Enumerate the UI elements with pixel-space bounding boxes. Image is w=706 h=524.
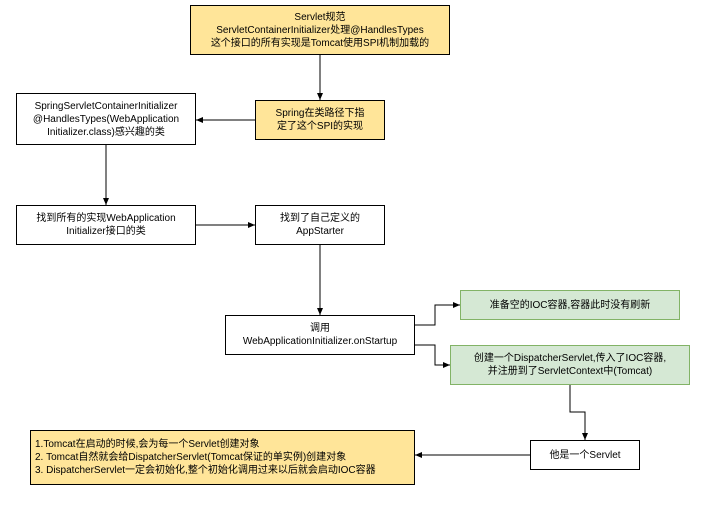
flowchart-node-n2: Spring在类路径下指定了这个SPI的实现 — [255, 100, 385, 140]
flowchart-node-n10: 1.Tomcat在启动的时候,会为每一个Servlet创建对象2. Tomcat… — [30, 430, 415, 485]
flowchart-node-n9: 他是一个Servlet — [530, 440, 640, 470]
flowchart-node-n3: SpringServletContainerInitializer@Handle… — [16, 93, 196, 145]
flowchart-node-n5: 找到了自己定义的AppStarter — [255, 205, 385, 245]
flowchart-edge-7 — [570, 385, 585, 440]
flowchart-edge-5 — [415, 305, 460, 325]
flowchart-node-n8: 创建一个DispatcherServlet,传入了IOC容器,并注册到了Serv… — [450, 345, 690, 385]
flowchart-node-n7: 准备空的IOC容器,容器此时没有刷新 — [460, 290, 680, 320]
flowchart-node-n6: 调用WebApplicationInitializer.onStartup — [225, 315, 415, 355]
flowchart-edge-6 — [415, 345, 450, 365]
flowchart-node-n4: 找到所有的实现WebApplicationInitializer接口的类 — [16, 205, 196, 245]
flowchart-node-n1: Servlet规范ServletContainerInitializer处理@H… — [190, 5, 450, 55]
